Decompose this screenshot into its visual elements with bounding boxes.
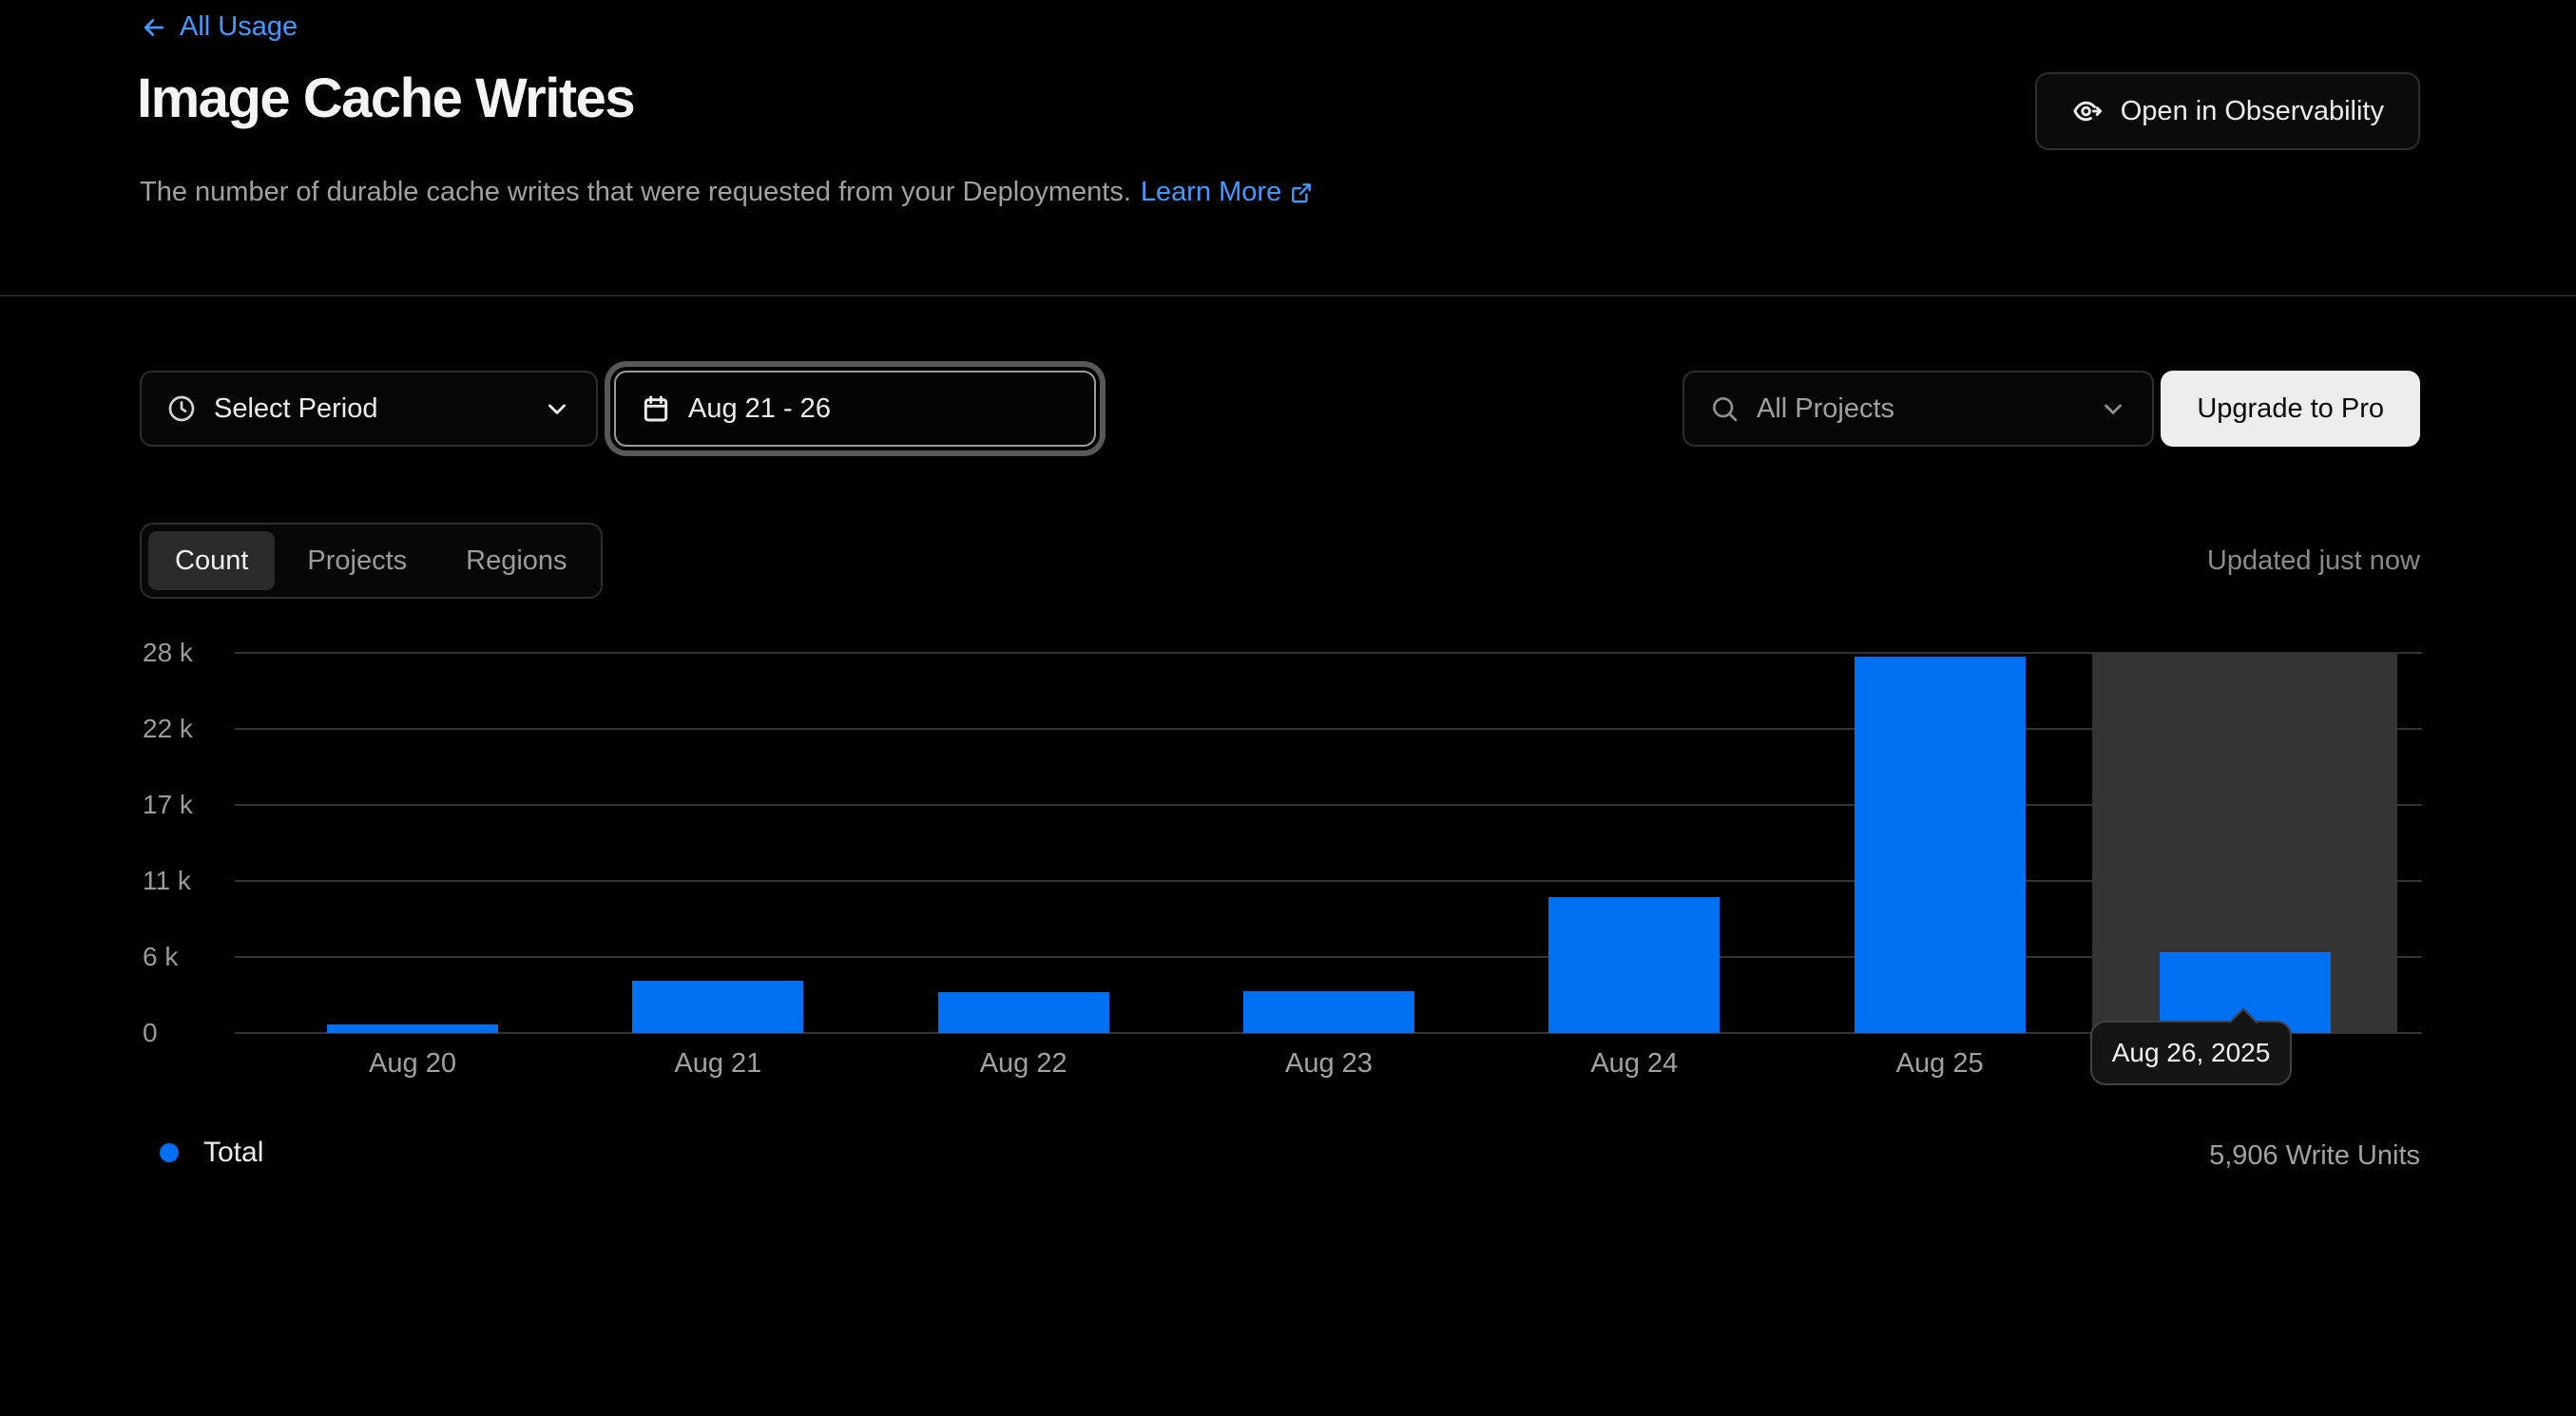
select-period-dropdown[interactable]: Select Period: [140, 371, 598, 447]
y-axis-label: 0: [143, 1018, 158, 1047]
back-link-all-usage[interactable]: All Usage: [140, 11, 298, 43]
legend-series-label: Total: [203, 1137, 264, 1168]
tab-projects[interactable]: Projects: [280, 531, 433, 590]
projects-filter-dropdown[interactable]: All Projects: [1682, 371, 2154, 447]
tab-count[interactable]: Count: [148, 531, 276, 590]
y-axis-label: 11 k: [143, 866, 191, 895]
updated-status: Updated just now: [2206, 545, 2420, 576]
description-text: The number of durable cache writes that …: [140, 177, 1131, 207]
y-axis-label: 28 k: [143, 638, 193, 667]
projects-filter-value: All Projects: [1757, 392, 1895, 424]
bar-aug-20[interactable]: [327, 1024, 498, 1033]
page-description: The number of durable cache writes that …: [140, 177, 1314, 208]
chart-view-tabs: Count Projects Regions: [140, 523, 603, 599]
bar-aug-22[interactable]: [937, 992, 1109, 1033]
learn-more-label: Learn More: [1140, 177, 1282, 207]
gridline-28k: [235, 652, 2422, 654]
tab-regions[interactable]: Regions: [439, 531, 593, 590]
gridline-11k: [235, 880, 2422, 882]
learn-more-link[interactable]: Learn More: [1141, 177, 1314, 208]
x-axis-label: Aug 25: [1895, 1048, 1984, 1079]
back-link-label: All Usage: [180, 11, 298, 42]
upgrade-button-label: Upgrade to Pro: [2197, 392, 2384, 424]
x-axis-label: Aug 21: [674, 1048, 762, 1079]
x-axis-label: Aug 24: [1590, 1048, 1679, 1079]
tooltip-label: Aug 26, 2025: [2111, 1038, 2271, 1067]
gridline-17k: [235, 804, 2422, 806]
date-range-value: Aug 21 - 26: [688, 392, 831, 424]
legend-total-value: 5,906 Write Units: [2209, 1140, 2420, 1171]
y-axis-label: 22 k: [143, 714, 193, 743]
observability-button-label: Open in Observability: [2120, 95, 2384, 126]
calendar-icon: [641, 393, 671, 424]
observability-eye-icon: [2071, 95, 2104, 127]
select-period-label: Select Period: [214, 392, 378, 424]
legend-dot-icon: [160, 1143, 179, 1162]
clock-icon: [166, 393, 197, 424]
arrow-left-icon: [140, 13, 168, 42]
page-title: Image Cache Writes: [137, 67, 636, 129]
x-axis-label: Aug 23: [1285, 1048, 1373, 1079]
search-icon: [1709, 393, 1740, 424]
x-axis-label: Aug 20: [369, 1048, 456, 1079]
open-in-observability-button[interactable]: Open in Observability: [2034, 72, 2420, 150]
upgrade-to-pro-button[interactable]: Upgrade to Pro: [2161, 371, 2420, 447]
bar-aug-21[interactable]: [632, 981, 804, 1033]
header-divider: [0, 295, 2576, 297]
bar-aug-23[interactable]: [1242, 990, 1414, 1033]
external-link-icon: [1289, 181, 1314, 205]
chevron-down-icon: [543, 394, 571, 423]
date-range-picker[interactable]: Aug 21 - 26: [614, 371, 1096, 447]
legend-item-total: Total: [160, 1137, 263, 1169]
gridline-22k: [235, 728, 2422, 730]
y-axis-label: 6 k: [143, 942, 179, 971]
bar-aug-24[interactable]: [1548, 897, 1721, 1033]
bar-aug-25[interactable]: [1854, 656, 2026, 1033]
chevron-down-icon: [2099, 394, 2127, 423]
chart-tooltip: Aug 26, 2025: [2090, 1007, 2292, 1085]
x-axis-label: Aug 22: [979, 1048, 1067, 1079]
y-axis-label: 17 k: [143, 790, 193, 819]
gridline-6k: [235, 956, 2422, 958]
